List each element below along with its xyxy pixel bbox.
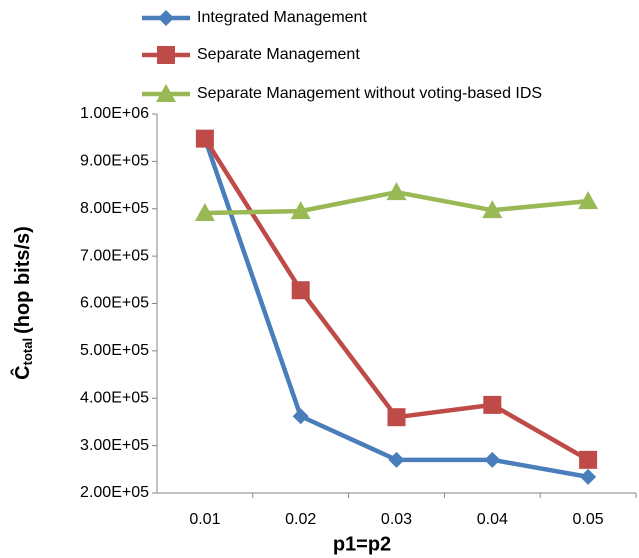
legend-marker bbox=[157, 46, 175, 64]
x-tick-label: 0.04 bbox=[477, 511, 508, 528]
data-point bbox=[580, 468, 597, 485]
legend-label: Separate Management without voting-based… bbox=[197, 85, 542, 102]
y-axis-label: Ĉtotal (hop bits/s) bbox=[10, 226, 35, 380]
data-point bbox=[388, 451, 405, 468]
x-tick-label: 0.02 bbox=[285, 511, 316, 528]
y-tick-label: 1.00E+06 bbox=[80, 105, 149, 122]
data-point bbox=[578, 191, 599, 210]
x-tick-label: 0.05 bbox=[573, 511, 604, 528]
x-tick-label: 0.03 bbox=[381, 511, 412, 528]
data-point bbox=[195, 129, 214, 148]
y-tick-label: 2.00E+05 bbox=[80, 484, 149, 501]
y-label-subscript: total bbox=[20, 338, 35, 365]
data-point bbox=[482, 200, 503, 219]
data-point bbox=[292, 408, 309, 425]
y-tick-label: 8.00E+05 bbox=[80, 200, 149, 217]
data-point bbox=[387, 408, 406, 427]
data-point bbox=[484, 451, 501, 468]
data-point bbox=[386, 182, 407, 201]
legend-marker bbox=[156, 84, 176, 102]
y-tick-label: 6.00E+05 bbox=[80, 295, 149, 312]
y-label-symbol: Ĉ bbox=[10, 365, 34, 379]
data-point bbox=[291, 281, 310, 300]
x-axis-label: p1=p2 bbox=[333, 533, 391, 555]
data-point bbox=[194, 203, 215, 222]
data-point bbox=[579, 450, 598, 469]
y-tick-label: 9.00E+05 bbox=[80, 153, 149, 170]
data-point bbox=[483, 395, 502, 414]
legend-label: Separate Management bbox=[197, 46, 360, 63]
y-tick-label: 3.00E+05 bbox=[80, 437, 149, 454]
y-tick-label: 7.00E+05 bbox=[80, 247, 149, 264]
x-tick-label: 0.01 bbox=[189, 511, 220, 528]
y-tick-label: 4.00E+05 bbox=[80, 389, 149, 406]
y-tick-label: 5.00E+05 bbox=[80, 342, 149, 359]
y-label-unit: (hop bits/s) bbox=[12, 226, 34, 334]
data-point bbox=[290, 201, 311, 220]
legend-label: Integrated Management bbox=[197, 9, 367, 26]
legend-marker bbox=[158, 10, 174, 26]
